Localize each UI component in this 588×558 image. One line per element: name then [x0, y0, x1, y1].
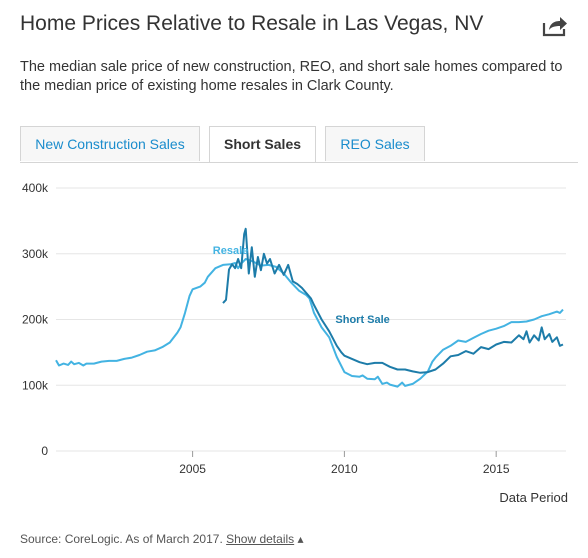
- tab-reo-sales[interactable]: REO Sales: [325, 126, 425, 161]
- y-tick-label: 100k: [22, 378, 49, 392]
- tab-bar: New Construction Sales Short Sales REO S…: [20, 126, 578, 163]
- annotation-layer: Resale Short Sale: [213, 245, 390, 326]
- series-label: Short Sale: [335, 314, 389, 326]
- series-layer: [55, 227, 564, 388]
- series-line-short-sale: [222, 227, 564, 374]
- source-note: Source: CoreLogic. As of March 2017. Sho…: [20, 532, 304, 546]
- x-axis-title: Data Period: [499, 490, 568, 505]
- tab-new-construction-sales[interactable]: New Construction Sales: [20, 126, 200, 161]
- y-axis-labels: 0 100k 200k 300k 400k: [22, 181, 49, 458]
- series-label: Resale: [213, 245, 248, 257]
- x-tick-label: 2005: [179, 462, 206, 476]
- page-title: Home Prices Relative to Resale in Las Ve…: [20, 12, 484, 35]
- series-line-resale: [55, 258, 564, 388]
- price-line-chart: 0 100k 200k 300k 400k 2005 2010 2015 Resale Sho…: [22, 181, 568, 505]
- tab-short-sales[interactable]: Short Sales: [209, 126, 316, 162]
- share-arrow-icon[interactable]: [541, 14, 569, 38]
- grid-layer: [56, 187, 566, 452]
- x-tick-label: 2010: [331, 462, 358, 476]
- caret-up-icon[interactable]: ▴: [297, 532, 304, 546]
- y-tick-label: 200k: [22, 313, 49, 327]
- y-tick-label: 400k: [22, 181, 49, 195]
- show-details-link[interactable]: Show details: [226, 532, 295, 546]
- chart-description: The median sale price of new constructio…: [20, 59, 563, 94]
- y-tick-label: 0: [41, 444, 48, 458]
- x-tick-label: 2015: [483, 462, 510, 476]
- source-text: Source: CoreLogic. As of March 2017.: [20, 532, 227, 546]
- x-axis-labels: 2005 2010 2015: [179, 451, 510, 476]
- y-tick-label: 300k: [22, 247, 49, 261]
